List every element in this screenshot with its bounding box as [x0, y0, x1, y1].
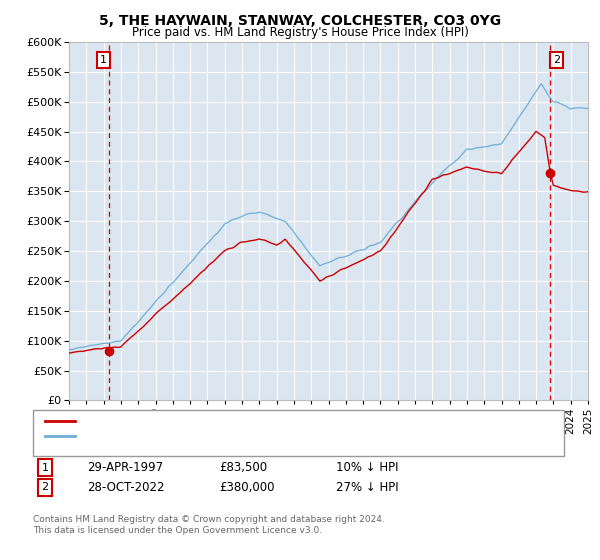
Text: 1: 1	[41, 463, 49, 473]
Text: Contains HM Land Registry data © Crown copyright and database right 2024.
This d: Contains HM Land Registry data © Crown c…	[33, 515, 385, 535]
Text: 2: 2	[41, 482, 49, 492]
Text: HPI: Average price, detached house, Colchester: HPI: Average price, detached house, Colc…	[79, 431, 345, 441]
Text: 5, THE HAYWAIN, STANWAY, COLCHESTER, CO3 0YG: 5, THE HAYWAIN, STANWAY, COLCHESTER, CO3…	[99, 14, 501, 28]
Text: 29-APR-1997: 29-APR-1997	[87, 461, 163, 474]
Text: £83,500: £83,500	[219, 461, 267, 474]
Text: 27% ↓ HPI: 27% ↓ HPI	[336, 480, 398, 494]
Text: 5, THE HAYWAIN, STANWAY, COLCHESTER, CO3 0YG (detached house): 5, THE HAYWAIN, STANWAY, COLCHESTER, CO3…	[79, 416, 470, 426]
Text: £380,000: £380,000	[219, 480, 275, 494]
Text: 1: 1	[100, 55, 107, 65]
Text: Price paid vs. HM Land Registry's House Price Index (HPI): Price paid vs. HM Land Registry's House …	[131, 26, 469, 39]
Text: 28-OCT-2022: 28-OCT-2022	[87, 480, 164, 494]
Text: 10% ↓ HPI: 10% ↓ HPI	[336, 461, 398, 474]
Text: 2: 2	[553, 55, 560, 65]
